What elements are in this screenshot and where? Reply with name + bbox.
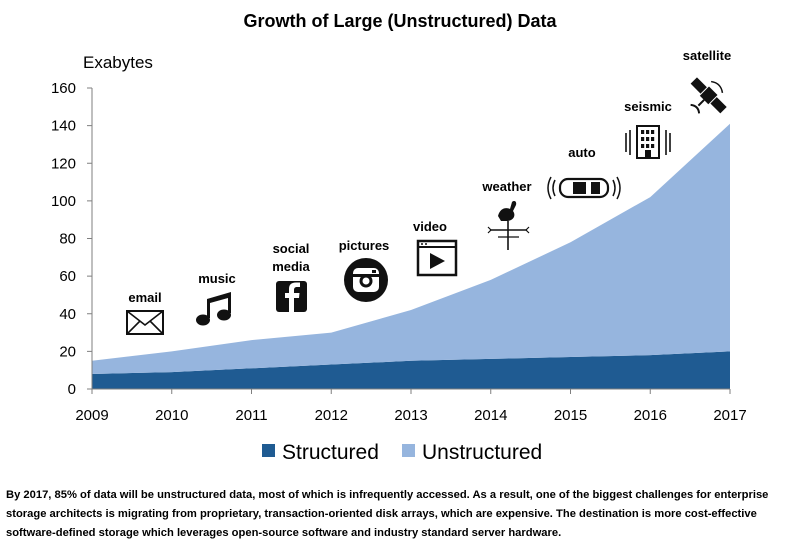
- y-tick-label: 80: [59, 231, 76, 248]
- chart-title: Growth of Large (Unstructured) Data: [243, 11, 557, 31]
- y-tick-label: 160: [51, 80, 76, 97]
- annotation-label-pictures: pictures: [339, 238, 390, 253]
- x-tick-label: 2011: [235, 407, 267, 424]
- legend-swatch-structured: [262, 444, 275, 457]
- y-axis-label: Exabytes: [83, 53, 153, 72]
- legend-label-unstructured: Unstructured: [422, 441, 542, 464]
- legend-label-structured: Structured: [282, 441, 379, 464]
- annotation-label-media: media: [272, 259, 310, 274]
- facebook-icon: [276, 281, 307, 312]
- y-tick-label: 140: [51, 118, 76, 135]
- weathervane-icon: [487, 201, 530, 250]
- y-tick-label: 40: [59, 306, 76, 323]
- x-tick-label: 2015: [554, 407, 587, 424]
- building-tremor-icon: [625, 125, 671, 159]
- annotation-label-video: video: [413, 219, 447, 234]
- annotation-layer: email music social media pictures video weathe…: [126, 48, 731, 335]
- x-tick-label: 2016: [634, 407, 667, 424]
- car-sensor-icon: [547, 176, 621, 200]
- axes-layer: 0 20 40 60 80 100 120 140 160 2009 2010 2011 2012 201…: [51, 80, 747, 424]
- music-note-icon: [196, 292, 231, 326]
- annotation-label-weather: weather: [481, 179, 531, 194]
- annotation-label-auto: auto: [568, 145, 596, 160]
- y-tick-label: 100: [51, 193, 76, 210]
- x-tick-label: 2014: [474, 407, 507, 424]
- satellite-icon: [690, 77, 727, 114]
- video-play-icon: [416, 239, 458, 277]
- y-tick-label: 20: [59, 343, 76, 360]
- envelope-icon: [126, 310, 164, 335]
- y-tick-label: 60: [59, 268, 76, 285]
- x-tick-label: 2017: [713, 407, 746, 424]
- annotation-label-satellite: satellite: [683, 48, 731, 63]
- annotation-label-email: email: [128, 290, 161, 305]
- x-tick-label: 2013: [394, 407, 427, 424]
- annotation-label-music: music: [198, 271, 236, 286]
- area-layer: [92, 123, 730, 389]
- caption-text: By 2017, 85% of data will be unstructure…: [6, 489, 769, 539]
- area-structured: [92, 351, 730, 389]
- instagram-camera-icon: [344, 258, 388, 302]
- x-tick-label: 2010: [155, 407, 188, 424]
- legend-swatch-unstructured: [402, 444, 415, 457]
- x-tick-label: 2012: [315, 407, 348, 424]
- area-chart: Growth of Large (Unstructured) Data Exab…: [51, 11, 747, 464]
- annotation-label-social: social: [273, 241, 310, 256]
- annotation-label-seismic: seismic: [624, 99, 672, 114]
- area-unstructured: [92, 123, 730, 374]
- y-tick-label: 120: [51, 155, 76, 172]
- legend: Structured Unstructured: [262, 441, 542, 464]
- x-tick-label: 2009: [75, 407, 108, 424]
- y-tick-label: 0: [68, 381, 76, 398]
